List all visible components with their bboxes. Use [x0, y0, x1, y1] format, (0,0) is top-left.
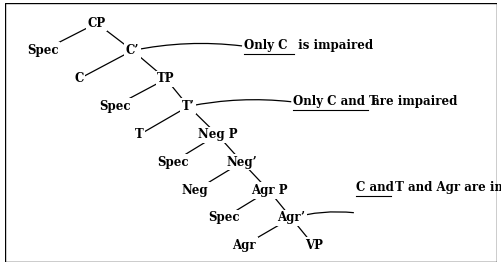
Text: Spec: Spec: [208, 211, 239, 224]
Text: Neg P: Neg P: [197, 128, 237, 141]
Text: T: T: [135, 128, 143, 141]
Text: C and: C and: [355, 181, 393, 194]
Text: Only C: Only C: [244, 39, 287, 52]
Text: C: C: [74, 72, 83, 86]
Text: T and Agr are impaired: T and Agr are impaired: [390, 181, 501, 194]
Text: T’: T’: [181, 100, 194, 113]
Text: C’: C’: [125, 44, 139, 57]
Text: Agr’: Agr’: [277, 211, 305, 224]
Text: TP: TP: [157, 72, 174, 86]
Text: VP: VP: [304, 239, 322, 252]
Text: CP: CP: [88, 17, 106, 30]
Text: Only C and T: Only C and T: [293, 95, 378, 108]
Text: are impaired: are impaired: [367, 95, 456, 108]
Text: Spec: Spec: [157, 156, 188, 169]
Text: Neg: Neg: [181, 184, 208, 197]
Text: Spec: Spec: [27, 44, 59, 57]
Text: is impaired: is impaired: [294, 39, 373, 52]
Text: Neg’: Neg’: [226, 156, 257, 169]
Text: Agr: Agr: [232, 239, 256, 252]
Text: Spec: Spec: [99, 100, 130, 113]
Text: Agr P: Agr P: [250, 184, 287, 197]
